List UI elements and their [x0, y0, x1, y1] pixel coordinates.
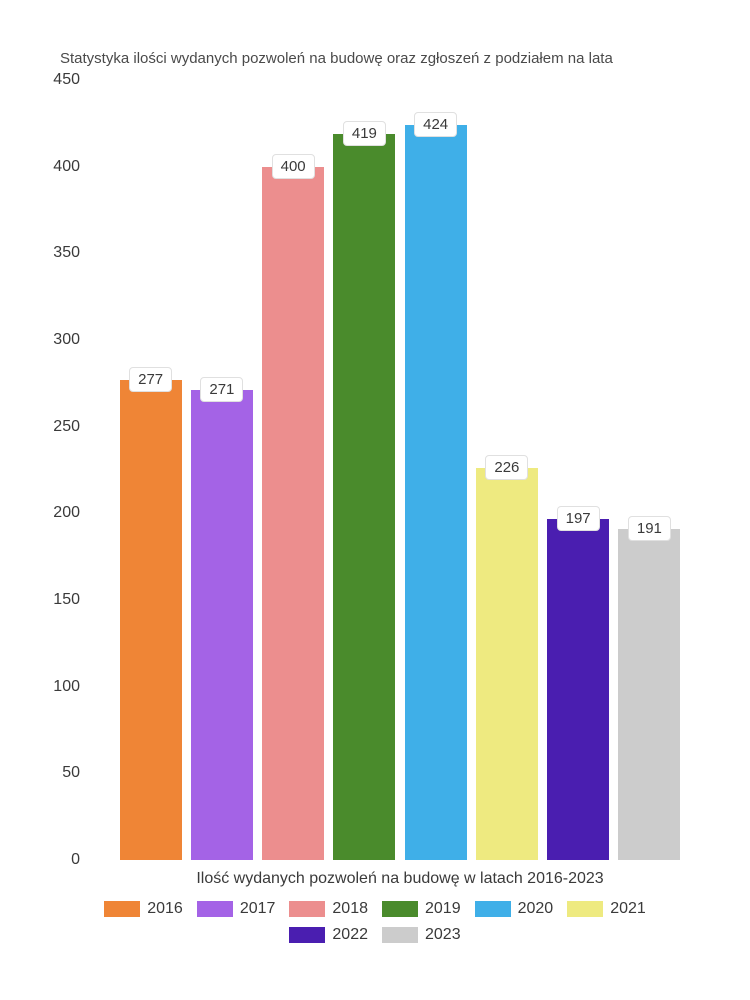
legend-label: 2023: [425, 926, 461, 944]
bar: [120, 380, 182, 860]
legend-swatch: [382, 901, 418, 917]
bar-value-label: 419: [343, 121, 386, 146]
y-tick-label: 300: [10, 331, 80, 349]
y-tick-label: 150: [10, 591, 80, 609]
bar-value-label: 226: [485, 455, 528, 480]
bar: [618, 529, 680, 860]
legend-item: 2019: [382, 900, 461, 918]
bar-wrapper: 424: [405, 80, 467, 860]
x-axis-label: Ilość wydanych pozwoleń na budowę w lata…: [100, 870, 700, 888]
y-tick-label: 350: [10, 244, 80, 262]
bar-wrapper: 277: [120, 80, 182, 860]
bar-wrapper: 400: [262, 80, 324, 860]
y-tick-label: 100: [10, 678, 80, 696]
bar-wrapper: 191: [618, 80, 680, 860]
chart-title: Statystyka ilości wydanych pozwoleń na b…: [60, 50, 613, 67]
legend-item: 2018: [289, 900, 368, 918]
legend-item: 2016: [104, 900, 183, 918]
bar-wrapper: 419: [333, 80, 395, 860]
legend-swatch: [197, 901, 233, 917]
bars-group: 277 271 400 419 424 226 197 191: [100, 80, 700, 860]
y-tick-label: 50: [10, 764, 80, 782]
bar: [262, 167, 324, 860]
bar-chart: Statystyka ilości wydanych pozwoleń na b…: [0, 0, 750, 1000]
legend-swatch: [475, 901, 511, 917]
bar-wrapper: 271: [191, 80, 253, 860]
legend-swatch: [567, 901, 603, 917]
bar-value-label: 424: [414, 112, 457, 137]
legend-item: 2021: [567, 900, 646, 918]
legend-swatch: [289, 927, 325, 943]
legend-item: 2022: [289, 926, 368, 944]
y-tick-label: 200: [10, 504, 80, 522]
legend-item: 2023: [382, 926, 461, 944]
legend-item: 2020: [475, 900, 554, 918]
bar: [191, 390, 253, 860]
legend-label: 2018: [332, 900, 368, 918]
bar: [405, 125, 467, 860]
legend-item: 2017: [197, 900, 276, 918]
y-tick-label: 450: [10, 71, 80, 89]
legend-label: 2021: [610, 900, 646, 918]
bar: [547, 519, 609, 860]
bar: [333, 134, 395, 860]
bar-value-label: 197: [557, 506, 600, 531]
bar-value-label: 191: [628, 516, 671, 541]
legend: 2016 2017 2018 2019 2020 2021 2022 2023: [0, 900, 750, 944]
legend-label: 2020: [518, 900, 554, 918]
legend-label: 2019: [425, 900, 461, 918]
legend-swatch: [289, 901, 325, 917]
legend-swatch: [382, 927, 418, 943]
plot-area: 277 271 400 419 424 226 197 191: [100, 80, 700, 860]
y-tick-label: 0: [10, 851, 80, 869]
y-tick-label: 250: [10, 418, 80, 436]
y-tick-label: 400: [10, 158, 80, 176]
legend-swatch: [104, 901, 140, 917]
bar-value-label: 271: [200, 377, 243, 402]
legend-label: 2022: [332, 926, 368, 944]
bar-value-label: 277: [129, 367, 172, 392]
legend-label: 2016: [147, 900, 183, 918]
y-axis: 050100150200250300350400450: [0, 80, 100, 860]
bar: [476, 468, 538, 860]
bar-wrapper: 226: [476, 80, 538, 860]
legend-label: 2017: [240, 900, 276, 918]
bar-wrapper: 197: [547, 80, 609, 860]
bar-value-label: 400: [272, 154, 315, 179]
